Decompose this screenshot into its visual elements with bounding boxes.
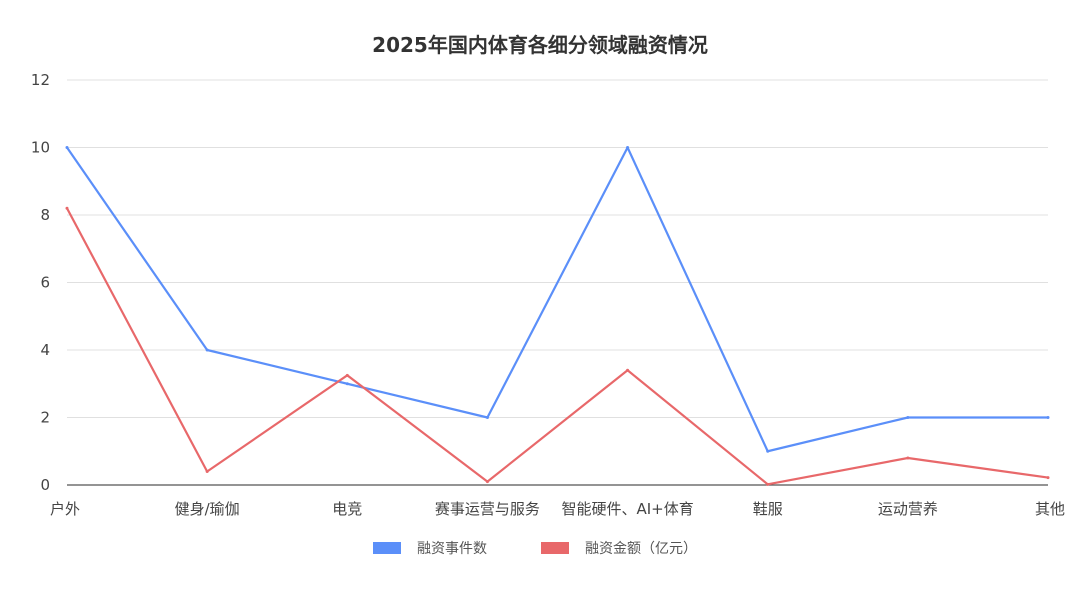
- x-tick-label: 鞋服: [753, 500, 783, 518]
- series-line-0[interactable]: [66, 146, 1048, 453]
- legend-label: 融资事件数: [417, 541, 487, 557]
- y-tick-label: 4: [40, 341, 50, 359]
- y-tick-label: 2: [40, 409, 50, 427]
- data-point[interactable]: [766, 482, 770, 486]
- data-point[interactable]: [345, 382, 349, 386]
- x-tick-label: 其他: [1035, 500, 1065, 518]
- data-point[interactable]: [626, 368, 630, 372]
- data-point[interactable]: [906, 416, 910, 419]
- x-tick-label: 户外: [50, 500, 80, 518]
- data-point[interactable]: [1046, 416, 1050, 419]
- data-point[interactable]: [205, 470, 209, 473]
- y-tick-label: 8: [40, 206, 50, 224]
- series-layer: [65, 146, 1050, 486]
- data-point[interactable]: [906, 456, 910, 460]
- data-point[interactable]: [626, 146, 630, 149]
- y-axis-ticks: 0 2 4 6 8 10 12: [31, 71, 50, 494]
- y-tick-label: 6: [40, 274, 50, 292]
- data-point[interactable]: [485, 416, 489, 419]
- legend[interactable]: 融资事件数 融资金额（亿元）: [373, 541, 697, 557]
- data-point[interactable]: [205, 348, 209, 352]
- data-point[interactable]: [766, 449, 770, 453]
- chart-title: 2025年国内体育各细分领域融资情况: [372, 33, 708, 57]
- series-line-1[interactable]: [66, 207, 1049, 486]
- y-tick-label: 10: [31, 139, 50, 157]
- x-tick-label: 赛事运营与服务: [435, 500, 540, 518]
- x-axis-ticks: 户外 健身/瑜伽 电竞 赛事运营与服务 智能硬件、AI+体育 鞋服 运动营养 其他: [50, 500, 1065, 518]
- data-point[interactable]: [65, 206, 69, 210]
- data-point[interactable]: [485, 480, 489, 484]
- data-point[interactable]: [345, 373, 349, 377]
- legend-swatch: [541, 542, 569, 554]
- x-tick-label: 智能硬件、AI+体育: [561, 500, 693, 518]
- x-tick-label: 健身/瑜伽: [175, 500, 240, 518]
- data-point[interactable]: [1046, 476, 1050, 480]
- x-tick-label: 运动营养: [878, 500, 938, 518]
- x-tick-label: 电竞: [332, 500, 362, 518]
- y-tick-label: 12: [31, 71, 50, 89]
- data-point[interactable]: [65, 146, 69, 149]
- grid-layer: [67, 79, 1048, 486]
- y-tick-label: 0: [40, 476, 50, 494]
- legend-swatch: [373, 542, 401, 554]
- legend-label: 融资金额（亿元）: [585, 541, 697, 557]
